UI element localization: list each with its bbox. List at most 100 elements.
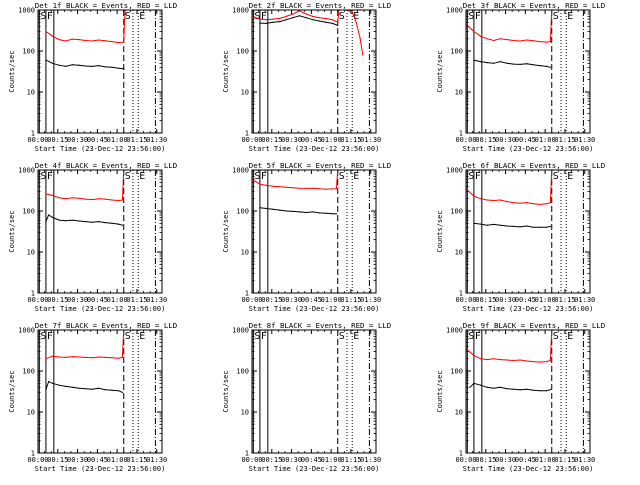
data-point (48, 214, 50, 216)
data-point (98, 356, 100, 358)
event-marker-label: F (47, 11, 53, 22)
x-tick-label: 00:00 (27, 136, 48, 144)
data-point (84, 388, 87, 390)
detector-panel: Det 9f BLACK = Events, RED = LLD 1 10 100 10… (436, 321, 605, 473)
x-tick-label: 01:00 (535, 296, 556, 304)
x-tick-label: 00:30 (67, 456, 88, 464)
data-point (331, 188, 334, 190)
data-point (292, 210, 294, 212)
y-tick-label: 10 (455, 89, 463, 97)
data-point (312, 187, 314, 189)
y-tick-label: 10 (27, 249, 35, 257)
x-tick-label: 00:45 (515, 136, 536, 144)
x-tick-label: 01:15 (126, 136, 147, 144)
data-point (292, 187, 294, 189)
data-point (486, 386, 488, 388)
x-tick-label: 01:30 (146, 136, 167, 144)
data-point (84, 198, 87, 200)
x-tick-label: 00:45 (301, 296, 322, 304)
data-point (526, 202, 528, 204)
data-point (45, 193, 47, 195)
plot-frame (465, 169, 591, 294)
series-line-events (473, 59, 551, 68)
data-point (117, 390, 120, 392)
data-point (335, 188, 337, 190)
data-point (473, 222, 475, 224)
data-point (539, 65, 541, 67)
plot-frame (37, 169, 163, 294)
data-point (45, 389, 47, 391)
data-point (65, 220, 67, 222)
data-point (331, 213, 334, 215)
event-marker-label: F (261, 331, 267, 342)
data-point (84, 65, 87, 67)
data-point (526, 63, 528, 65)
event-marker-label: S (339, 331, 345, 342)
plot-frame (251, 9, 377, 134)
series-line-lld (251, 9, 364, 56)
data-point (486, 199, 488, 201)
event-marker-label: S (468, 11, 474, 22)
data-point (539, 203, 541, 205)
data-point (45, 59, 47, 61)
data-point (78, 39, 80, 41)
series-line-events (259, 15, 338, 26)
data-point (331, 19, 334, 21)
data-point (305, 13, 307, 15)
data-point (272, 21, 274, 23)
x-tick-label: 00:00 (455, 136, 476, 144)
data-point (265, 22, 268, 24)
data-point (519, 63, 521, 65)
detector-panel: Det 5f BLACK = Events, RED = LLD 1 10 100 10… (222, 161, 391, 313)
data-point (91, 40, 93, 42)
data-point (325, 17, 327, 20)
data-point (479, 198, 482, 200)
data-point (117, 42, 120, 44)
data-point (512, 63, 515, 65)
data-point (121, 199, 123, 201)
y-tick-label: 1 (459, 290, 463, 298)
y-tick-label: 1000 (232, 327, 249, 335)
event-marker-label: E (353, 331, 359, 342)
data-point (545, 226, 548, 228)
x-tick-label: 01:00 (321, 136, 342, 144)
event-marker-label: E (139, 171, 145, 182)
data-point (486, 62, 488, 64)
data-point (539, 226, 541, 228)
panel-title: Det 4f BLACK = Events, RED = LLD (35, 161, 177, 170)
event-marker-label: F (475, 171, 481, 182)
data-point (493, 358, 495, 360)
data-point (51, 355, 54, 357)
data-point (58, 384, 60, 386)
data-point (279, 209, 281, 211)
x-tick-label: 00:15 (47, 456, 68, 464)
y-tick-label: 100 (22, 208, 35, 216)
data-point (506, 201, 508, 203)
plot-frame (465, 329, 591, 454)
x-tick-label: 01:15 (340, 296, 361, 304)
data-point (549, 359, 552, 362)
event-marker-label: F (475, 331, 481, 342)
data-point (51, 62, 54, 64)
data-point (549, 389, 552, 391)
y-tick-label: 1 (459, 450, 463, 458)
data-point (493, 62, 495, 64)
event-marker-label: F (47, 331, 53, 342)
detector-panel: Det 8f BLACK = Events, RED = LLD 1 10 100 10… (222, 321, 391, 473)
data-point (84, 221, 87, 223)
y-tick-label: 1000 (18, 167, 35, 175)
data-point (479, 358, 482, 360)
data-point (331, 22, 334, 24)
event-marker-label: S (553, 331, 559, 342)
y-tick-label: 100 (22, 48, 35, 56)
data-point (71, 64, 73, 66)
x-tick-label: 01:15 (126, 456, 147, 464)
x-tick-label: 00:45 (87, 296, 108, 304)
x-axis-label: Start Time (23-Dec-12 23:56:00) (463, 145, 594, 153)
data-point (298, 10, 301, 12)
data-point (279, 21, 281, 23)
data-point (104, 40, 106, 42)
detector-panel: Det 2f BLACK = Events, RED = LLD 1 10 100 10… (222, 1, 391, 153)
